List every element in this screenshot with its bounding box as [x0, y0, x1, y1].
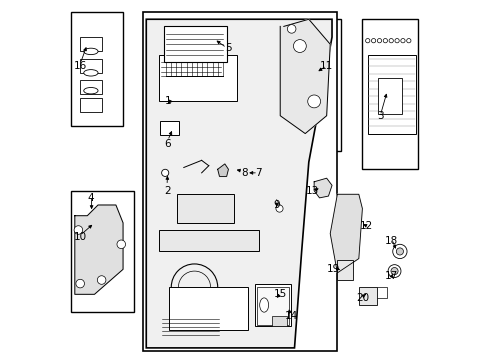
- Text: 4: 4: [87, 193, 94, 203]
- Circle shape: [406, 39, 410, 43]
- Bar: [71, 191, 134, 312]
- Bar: [255, 284, 290, 327]
- Text: 5: 5: [224, 43, 231, 53]
- Ellipse shape: [83, 69, 98, 76]
- Bar: [276, 19, 340, 152]
- Ellipse shape: [259, 298, 268, 312]
- Circle shape: [371, 39, 375, 43]
- Text: 9: 9: [273, 200, 280, 210]
- Bar: [362, 19, 417, 169]
- Circle shape: [117, 240, 125, 249]
- Text: 20: 20: [355, 293, 368, 303]
- Bar: [159, 230, 258, 251]
- Circle shape: [365, 39, 369, 43]
- Bar: [237, 258, 299, 330]
- Bar: [257, 287, 288, 325]
- Text: 13: 13: [305, 186, 318, 196]
- Circle shape: [377, 39, 381, 43]
- Circle shape: [293, 40, 305, 53]
- Text: 6: 6: [164, 139, 171, 149]
- Circle shape: [388, 39, 392, 43]
- Bar: [160, 121, 179, 135]
- Bar: [378, 78, 401, 114]
- Circle shape: [97, 276, 106, 284]
- Circle shape: [307, 95, 320, 108]
- Text: 19: 19: [326, 264, 340, 274]
- Polygon shape: [75, 205, 123, 294]
- Bar: [367, 55, 415, 134]
- Text: 11: 11: [319, 61, 333, 71]
- Text: 12: 12: [359, 221, 372, 231]
- Circle shape: [76, 279, 84, 288]
- Circle shape: [287, 24, 295, 33]
- Circle shape: [387, 265, 400, 278]
- Circle shape: [162, 169, 168, 176]
- Text: 7: 7: [255, 168, 262, 178]
- Bar: [358, 287, 376, 305]
- Text: 16: 16: [73, 61, 87, 71]
- Text: 15: 15: [273, 289, 286, 299]
- Text: 8: 8: [241, 168, 247, 178]
- Bar: [169, 287, 247, 330]
- Circle shape: [390, 267, 397, 275]
- Text: 17: 17: [384, 271, 397, 282]
- Text: 10: 10: [74, 232, 86, 242]
- Polygon shape: [280, 19, 329, 134]
- Circle shape: [74, 226, 82, 234]
- Polygon shape: [329, 194, 362, 273]
- Text: 3: 3: [376, 111, 383, 121]
- Ellipse shape: [83, 87, 98, 94]
- Ellipse shape: [83, 48, 98, 55]
- Text: 2: 2: [164, 186, 171, 196]
- Circle shape: [275, 205, 283, 212]
- Bar: [376, 287, 386, 298]
- Bar: [272, 316, 286, 327]
- Text: 1: 1: [164, 96, 171, 107]
- Bar: [159, 55, 237, 102]
- Text: 14: 14: [284, 311, 297, 321]
- Circle shape: [392, 244, 406, 258]
- Bar: [176, 194, 233, 223]
- Bar: [178, 155, 247, 219]
- Polygon shape: [146, 19, 331, 348]
- Bar: [164, 26, 226, 62]
- Bar: [71, 12, 123, 126]
- Circle shape: [400, 39, 404, 43]
- Circle shape: [395, 248, 403, 255]
- Polygon shape: [313, 178, 331, 198]
- Bar: [337, 260, 353, 280]
- Polygon shape: [217, 164, 228, 176]
- Circle shape: [394, 39, 398, 43]
- Bar: [142, 12, 337, 351]
- Text: 18: 18: [384, 236, 397, 246]
- Circle shape: [383, 39, 386, 43]
